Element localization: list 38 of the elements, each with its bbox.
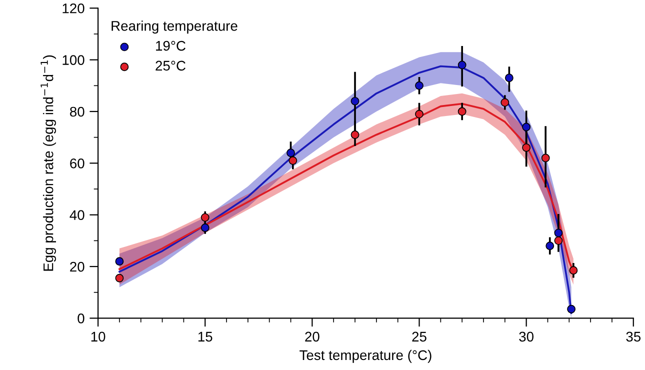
point (350, 96, 360, 106)
point (554, 236, 563, 245)
point (415, 81, 424, 90)
point (522, 143, 531, 152)
point (567, 304, 576, 314)
point (115, 274, 124, 282)
x-tick-label: 25 (412, 332, 426, 342)
legend-label: 25°C (156, 60, 186, 71)
x-tick-label: 35 (626, 332, 641, 342)
y-tick-label: 120 (62, 3, 84, 14)
point (500, 98, 510, 107)
point (546, 242, 554, 250)
point (458, 60, 466, 70)
y-tick-label: 20 (70, 262, 84, 272)
point (458, 107, 466, 116)
point (286, 148, 295, 158)
point (115, 257, 124, 266)
point (522, 122, 531, 132)
legend-label: 19°C (156, 40, 186, 51)
legend-title: Rearing temperature (112, 20, 238, 34)
y-axis-title: Egg production rate (egg ind$^{−1}$d$^{−1}$) (40, 55, 56, 271)
y-tick-label: 80 (70, 106, 84, 117)
point (554, 228, 563, 238)
y-tick-label: 60 (70, 158, 84, 168)
y-tick-label: 40 (70, 210, 84, 220)
point (504, 74, 514, 82)
y-tick-label: 0 (78, 314, 84, 324)
x-tick-label: 10 (91, 332, 106, 342)
point (350, 130, 360, 139)
y-tick-label: 100 (62, 55, 84, 65)
point (288, 156, 298, 165)
x-axis-title: Test temperature (°C) (300, 350, 432, 363)
point (415, 110, 424, 118)
point (569, 266, 578, 275)
x-tick-label: 30 (519, 332, 534, 342)
x-tick-label: 15 (198, 332, 212, 342)
x-tick-label: 20 (305, 332, 320, 342)
point (541, 154, 550, 162)
